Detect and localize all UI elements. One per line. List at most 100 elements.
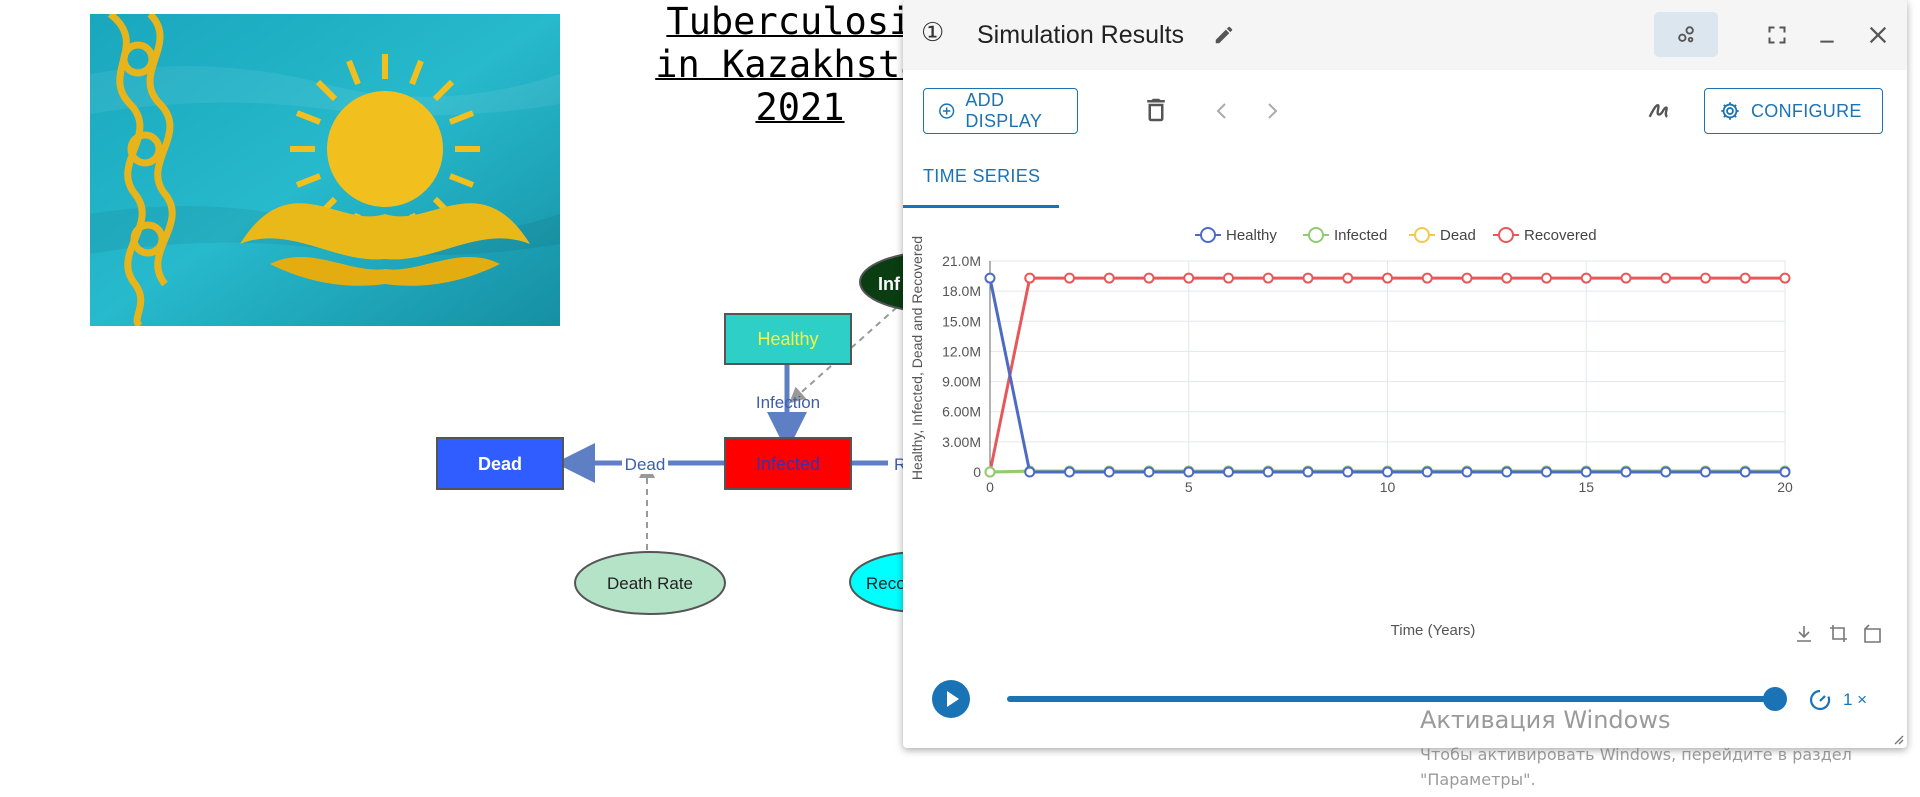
model-title-line-2: in Kazakhstan — [655, 43, 945, 86]
zoom-button[interactable] — [1830, 625, 1847, 642]
legend-label: Dead — [1440, 227, 1476, 244]
playback-controls: 1 × — [903, 660, 1907, 730]
zoom-reset-icon — [1864, 624, 1881, 643]
model-title: Tuberculosis in Kazakhstan 2021 — [650, 0, 950, 129]
death-rate-label: Death Rate — [607, 574, 693, 593]
data-point-healthy — [1262, 466, 1274, 478]
data-point-recovered — [1302, 272, 1314, 284]
download-icon — [1797, 626, 1811, 642]
share-button[interactable] — [1654, 12, 1718, 57]
playback-speed[interactable]: 1 × — [1843, 690, 1868, 709]
legend-swatch-marker — [1414, 227, 1430, 243]
legend-label: Infected — [1334, 227, 1387, 244]
play-button[interactable] — [932, 680, 970, 718]
window-title: Simulation Results — [977, 21, 1185, 49]
draw-button[interactable] — [1645, 97, 1675, 127]
data-point-recovered — [1143, 272, 1155, 284]
legend-swatch-marker — [1498, 227, 1514, 243]
speed-icon[interactable] — [1808, 688, 1832, 712]
death-rate-node[interactable]: Death Rate — [574, 551, 726, 615]
data-point-healthy — [1700, 466, 1711, 478]
data-point-healthy — [1421, 466, 1433, 478]
data-point-healthy — [1580, 466, 1592, 478]
delete-button[interactable] — [1141, 94, 1173, 128]
data-point-recovered — [1064, 272, 1075, 284]
dead-stock-label: Dead — [478, 454, 522, 474]
window-titlebar[interactable]: ① Simulation Results — [903, 0, 1907, 70]
next-display-button[interactable] — [1260, 98, 1284, 124]
infected-converter-label: Inf — [878, 274, 901, 294]
close-icon — [1869, 26, 1887, 44]
data-point-recovered — [1183, 272, 1195, 284]
model-diagram: Inf Healthy Infection Infected Dead R De… — [436, 251, 920, 615]
series-healthy — [984, 272, 1791, 478]
draw-icon — [1648, 103, 1669, 118]
series-recovered — [984, 272, 1791, 478]
zoom-reset-button[interactable] — [1864, 624, 1881, 643]
data-point-healthy — [1342, 466, 1354, 478]
recovered-node[interactable]: Reco — [849, 551, 920, 613]
data-point-recovered — [1461, 272, 1473, 284]
previous-display-button[interactable] — [1210, 98, 1234, 124]
data-point-healthy — [1223, 466, 1234, 478]
infected-stock-label: Infected — [756, 454, 820, 474]
data-point-recovered — [1342, 272, 1354, 284]
data-point-recovered — [1382, 272, 1393, 284]
legend-label: Healthy — [1226, 227, 1277, 244]
fullscreen-button[interactable] — [1756, 14, 1798, 56]
chart-grid — [989, 260, 1786, 473]
minimize-icon — [1820, 40, 1834, 43]
download-button[interactable] — [1797, 626, 1811, 642]
simulation-results-window: ① Simulation Results ADD DISPLAY — [903, 0, 1907, 748]
data-point-recovered — [1103, 272, 1115, 284]
add-display-label: ADD DISPLAY — [965, 90, 1043, 131]
tab-time-series[interactable]: TIME SERIES — [923, 166, 1041, 186]
x-tick-label: 15 — [1578, 479, 1594, 495]
add-display-button[interactable]: ADD DISPLAY — [923, 88, 1078, 134]
dead-stock-node[interactable]: Dead — [436, 437, 564, 490]
edit-title-button[interactable] — [1203, 14, 1245, 56]
data-point-healthy — [1183, 466, 1195, 478]
configure-button[interactable]: CONFIGURE — [1704, 88, 1883, 134]
x-tick-label: 5 — [1185, 479, 1193, 495]
y-tick-label: 21.0M — [942, 253, 981, 269]
data-point-recovered — [1739, 272, 1751, 284]
y-tick-label: 3.00M — [942, 434, 981, 450]
progress-slider-thumb[interactable] — [1763, 687, 1787, 711]
legend-item-healthy[interactable]: Healthy — [1195, 227, 1277, 244]
data-point-healthy — [1501, 466, 1513, 478]
data-point-healthy — [1382, 466, 1393, 478]
x-tick-label: 10 — [1380, 479, 1396, 495]
legend-item-recovered[interactable]: Recovered — [1493, 227, 1597, 244]
close-button[interactable] — [1857, 14, 1899, 56]
data-point-recovered — [1779, 272, 1791, 284]
infection-flow-label: Infection — [756, 393, 820, 412]
x-axis-ticks: 0 5 10 15 20 — [986, 479, 1793, 495]
add-circle-icon — [939, 103, 955, 119]
time-series-chart: Healthy Infected Dead Recovered 0 3.00M 6.00M… — [909, 227, 1881, 643]
legend-swatch-marker — [1200, 227, 1216, 243]
chevron-right-icon — [1268, 103, 1278, 119]
display-tabs: TIME SERIES — [903, 154, 1907, 208]
data-point-recovered — [1700, 272, 1711, 284]
fullscreen-icon — [1768, 26, 1786, 44]
data-point-recovered — [1501, 272, 1513, 284]
model-title-line-1: Tuberculosis — [666, 0, 934, 43]
progress-slider-track[interactable] — [1007, 696, 1777, 702]
x-tick-label: 0 — [986, 479, 994, 495]
data-point-healthy — [1739, 466, 1751, 478]
data-point-recovered — [1223, 272, 1234, 284]
healthy-stock-node[interactable]: Healthy — [724, 313, 852, 365]
gear-icon — [1721, 102, 1739, 120]
minimize-button[interactable] — [1806, 14, 1848, 56]
data-point-recovered — [1620, 272, 1632, 284]
legend-item-infected[interactable]: Infected — [1303, 227, 1387, 244]
resize-handle-icon[interactable] — [1892, 733, 1904, 745]
delete-icon — [1147, 98, 1165, 122]
y-tick-label: 18.0M — [942, 283, 981, 299]
y-axis-label: Healthy, Infected, Dead and Recovered — [909, 236, 925, 480]
infected-stock-node[interactable]: Infected — [724, 437, 852, 490]
data-point-recovered — [1541, 272, 1552, 284]
chart-series — [984, 272, 1791, 478]
legend-item-dead[interactable]: Dead — [1409, 227, 1476, 244]
